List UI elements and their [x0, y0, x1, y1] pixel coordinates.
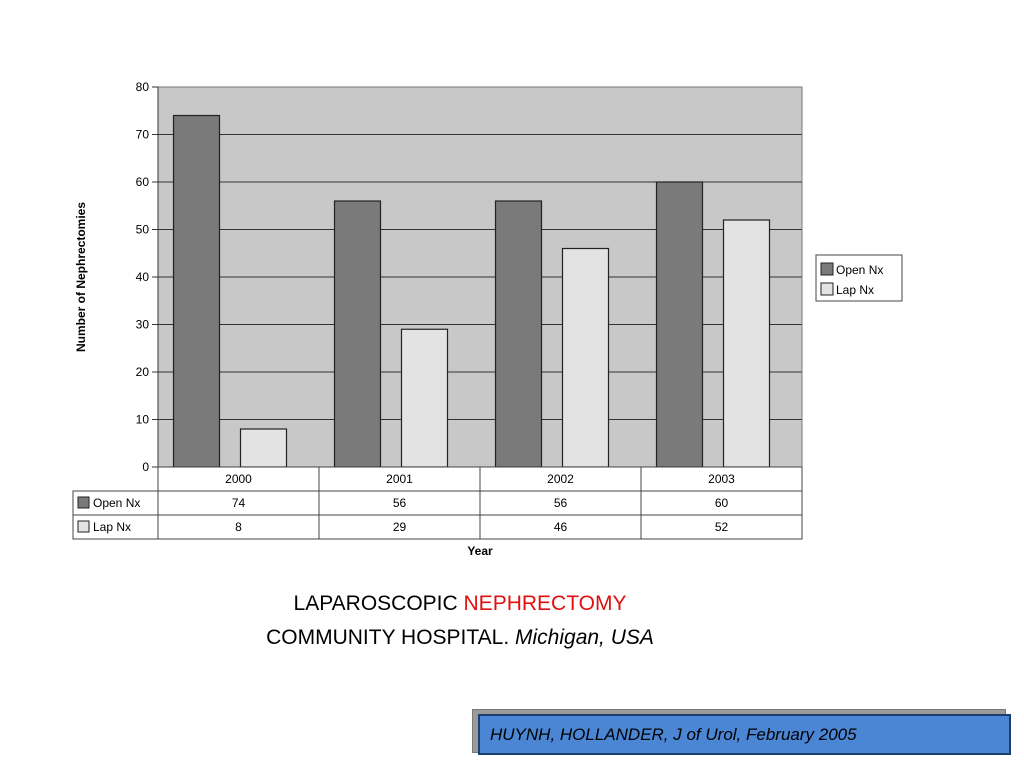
x-category-label: 2002 — [547, 472, 574, 486]
chart-area: 0 10 20 30 40 50 60 70 80 Number of Nephrectomies… — [72, 80, 903, 558]
bar-lap-nx-2001 — [400, 328, 449, 468]
data-table-value: 29 — [393, 520, 407, 534]
legend-swatch — [820, 262, 834, 276]
bar-lap-nx-2003 — [722, 219, 771, 468]
caption-line-1: LAPAROSCOPIC NEPHRECTOMY — [0, 592, 920, 616]
caption-title-highlight: NEPHRECTOMY — [463, 592, 627, 615]
reference-box: HUYNH, HOLLANDER, J of Urol, February 20… — [478, 714, 1011, 755]
y-tick-label: 10 — [136, 413, 150, 427]
data-table-value: 60 — [715, 496, 729, 510]
data-table-series-swatch — [77, 496, 90, 509]
y-tick-label: 50 — [136, 223, 150, 237]
caption-hospital: COMMUNITY HOSPITAL. — [266, 626, 516, 649]
caption-title-part: LAPAROSCOPIC — [293, 592, 464, 615]
data-table-value: 8 — [235, 520, 242, 534]
legend-label: Lap Nx — [836, 283, 874, 297]
y-tick-label: 60 — [136, 175, 150, 189]
bar-lap-nx-2002 — [561, 247, 610, 468]
data-table-series-name: Lap Nx — [93, 520, 131, 534]
x-category-label: 2000 — [225, 472, 252, 486]
legend-label: Open Nx — [836, 263, 883, 277]
x-category-label: 2001 — [386, 472, 413, 486]
bar-open-nx-2003 — [655, 181, 704, 468]
data-table-value: 46 — [554, 520, 568, 534]
data-table-series-name: Open Nx — [93, 496, 140, 510]
y-tick-label: 70 — [136, 128, 150, 142]
y-tick-label: 80 — [136, 80, 150, 94]
y-axis-label: Number of Nephrectomies — [74, 202, 88, 352]
caption-location: Michigan, USA — [515, 626, 654, 649]
bar-open-nx-2001 — [333, 200, 382, 468]
data-table-value: 52 — [715, 520, 729, 534]
bar-open-nx-2000 — [172, 114, 221, 468]
x-category-label: 2003 — [708, 472, 735, 486]
reference-text: HUYNH, HOLLANDER, J of Urol, February 20… — [490, 724, 857, 744]
legend-swatch — [820, 282, 834, 296]
data-table-value: 56 — [393, 496, 407, 510]
bar-lap-nx-2000 — [239, 428, 288, 468]
y-tick-label: 20 — [136, 365, 150, 379]
y-tick-label: 0 — [142, 460, 149, 474]
bar-chart: 0 10 20 30 40 50 60 70 80 Number of Nephrectomies… — [72, 80, 903, 558]
caption-line-2: COMMUNITY HOSPITAL. Michigan, USA — [0, 626, 920, 650]
y-tick-label: 40 — [136, 270, 150, 284]
data-table-series-swatch — [77, 520, 90, 533]
x-axis-label: Year — [467, 544, 493, 558]
data-table-value: 56 — [554, 496, 568, 510]
y-tick-label: 30 — [136, 318, 150, 332]
data-table-value: 74 — [232, 496, 246, 510]
bar-open-nx-2002 — [494, 200, 543, 468]
